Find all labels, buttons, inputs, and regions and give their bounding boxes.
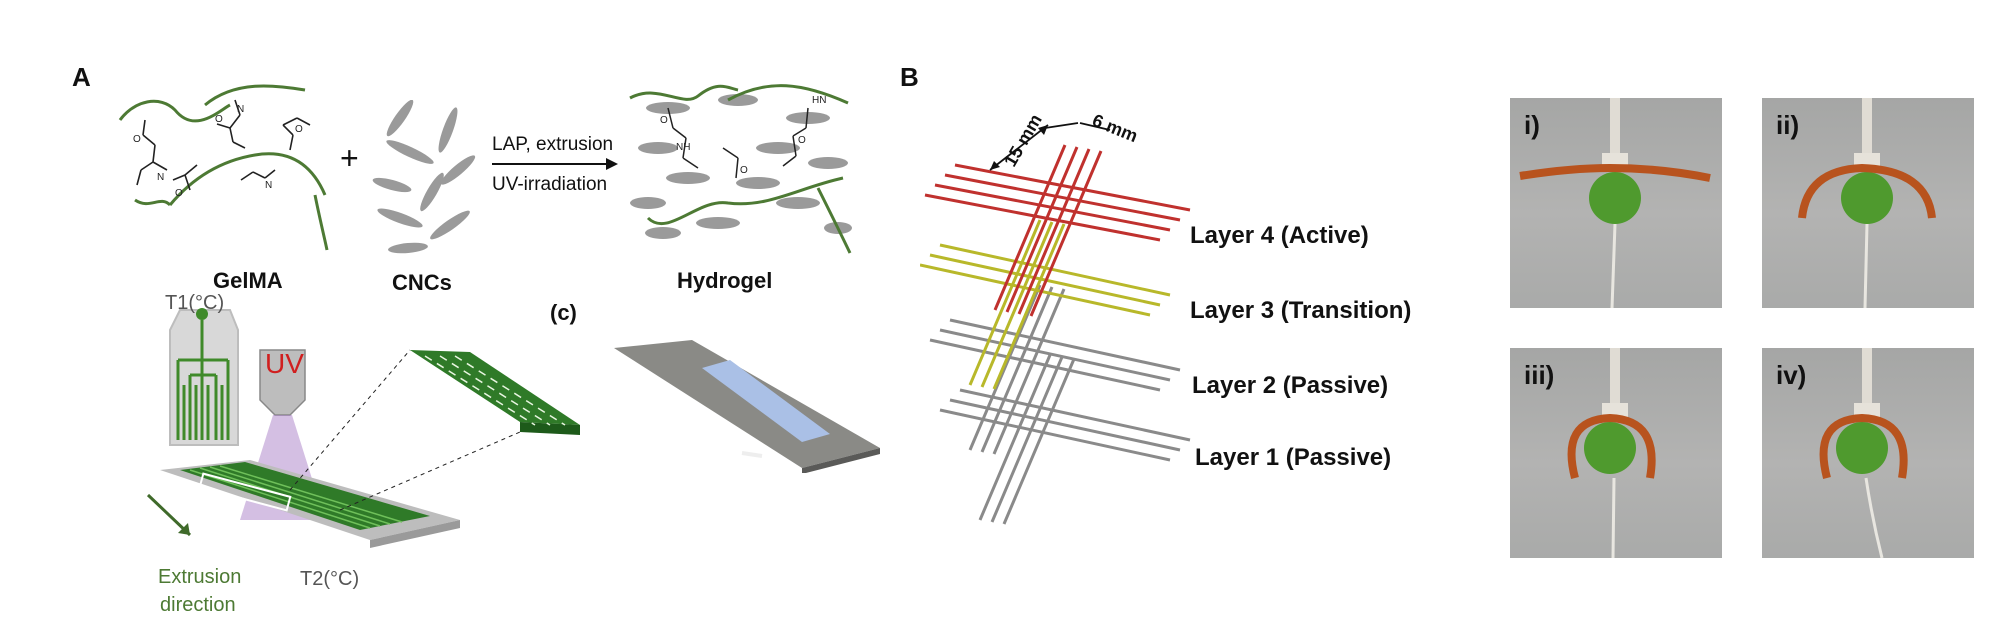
reaction-conditions-bottom: UV-irradiation (492, 174, 608, 195)
svg-text:HN: HN (812, 95, 826, 106)
svg-text:N: N (157, 172, 164, 183)
svg-text:N: N (265, 180, 272, 191)
extrusion-label-line2: direction (160, 594, 236, 616)
plus-sign: + (340, 140, 359, 176)
gripper-photo-iv: iv) (1762, 348, 1974, 558)
reaction-arrow (492, 158, 618, 170)
hydrogel-label: Hydrogel (677, 268, 773, 293)
svg-text:O: O (215, 114, 223, 125)
panel-b-label: B (900, 62, 919, 92)
layer-4-label: Layer 4 (Active) (1190, 222, 1369, 249)
photo-iv-label: iv) (1776, 360, 1807, 390)
gripper-photo-iii: iii) (1510, 348, 1722, 558)
layer-2-label: Layer 2 (Passive) (1192, 372, 1389, 399)
hydrogel-structure-figure: O NH HN O O (629, 84, 852, 254)
photo-iii-label: iii) (1524, 360, 1555, 390)
t2-label: T2(°C) (300, 568, 360, 590)
svg-text:O: O (660, 115, 668, 126)
reaction-conditions-top: LAP, extrusion (492, 134, 614, 155)
layer-1-label: Layer 1 (Passive) (1195, 444, 1392, 471)
gelma-structure-figure: ON ON ONO (118, 84, 329, 251)
uv-label: UV (265, 348, 304, 379)
gelma-label: GelMA (213, 268, 283, 293)
svg-text:O: O (740, 165, 748, 176)
svg-text:NH: NH (676, 142, 690, 153)
svg-text:O: O (295, 124, 303, 135)
subpanel-c-label: (c) (550, 300, 577, 325)
cncs-rods-figure (372, 100, 476, 254)
cncs-label: CNCs (392, 270, 452, 295)
svg-text:O: O (133, 134, 141, 145)
gripper-photo-ii: ii) (1762, 98, 1974, 308)
svg-text:O: O (175, 188, 183, 199)
layer-3-label: Layer 3 (Transition) (1190, 297, 1412, 324)
extrusion-label-line1: Extrusion (158, 566, 242, 588)
svg-text:O: O (798, 135, 806, 146)
svg-text:N: N (237, 104, 244, 115)
panel-a-label: A (72, 62, 91, 92)
photo-i-label: i) (1524, 110, 1540, 140)
layered-lattice-schematic (920, 122, 1191, 525)
hydrogel-sample-photo (614, 340, 880, 473)
gripper-photo-i: i) (1510, 98, 1722, 308)
t1-label: T1(°C) (165, 292, 225, 314)
bioprinting-schematic (146, 308, 580, 548)
photo-ii-label: ii) (1776, 110, 1800, 140)
